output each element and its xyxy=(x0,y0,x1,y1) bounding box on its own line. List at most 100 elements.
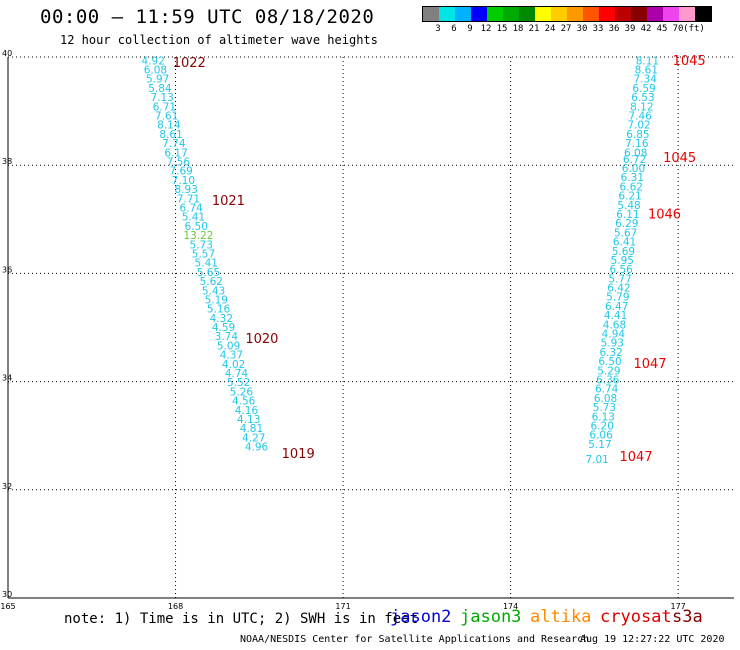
colorbar-label: 3 xyxy=(435,24,441,34)
colorbar-label: 33 xyxy=(592,24,604,34)
colorbar-label: 9 xyxy=(467,24,473,34)
swh-value: 6.50 xyxy=(185,221,208,233)
colorbar-label: 39 xyxy=(624,24,636,34)
swh-value: 5.29 xyxy=(597,365,620,377)
swh-value: 5.16 xyxy=(207,304,231,316)
colorbar-label: (ft) xyxy=(683,24,705,34)
y-tick-label: 30 xyxy=(2,590,12,599)
swh-value: 4.16 xyxy=(235,405,259,417)
swh-value: 5.57 xyxy=(192,248,215,260)
swh-value: 6.13 xyxy=(592,411,615,423)
swh-value: 7.10 xyxy=(172,175,195,187)
swh-value: 7.46 xyxy=(628,111,652,123)
swh-value: 5.73 xyxy=(593,402,616,414)
credit-line: NOAA/NESDIS Center for Satellite Applica… xyxy=(240,634,590,645)
swh-value: 5.26 xyxy=(230,386,254,398)
swh-value: 7.74 xyxy=(162,138,186,150)
swh-value: 4.68 xyxy=(603,319,626,331)
pass-number-label: 1045 xyxy=(673,54,706,69)
colorbar-label: 70 xyxy=(672,24,684,34)
colorbar-label: 27 xyxy=(560,24,572,34)
swh-value: 4.37 xyxy=(220,350,243,362)
swh-value: 6.00 xyxy=(622,163,645,175)
swh-value: 5.41 xyxy=(182,212,205,224)
swh-value: 4.32 xyxy=(210,313,233,325)
swh-value: 8.14 xyxy=(157,120,181,132)
swh-value: 7.71 xyxy=(177,193,200,205)
colorbar-swatch xyxy=(663,7,679,21)
pass-number-label: 1046 xyxy=(648,207,681,222)
swh-value: 7.02 xyxy=(627,120,650,132)
pass-number-label: 1019 xyxy=(282,447,315,462)
colorbar-label: 6 xyxy=(451,24,457,34)
swh-value: 6.71 xyxy=(153,101,176,113)
colorbar-swatch xyxy=(679,7,695,21)
swh-value: 8.11 xyxy=(636,55,659,67)
swh-value: 6.20 xyxy=(591,421,614,433)
x-tick-label: 171 xyxy=(335,602,350,611)
pass-number-label: 1022 xyxy=(173,56,206,71)
colorbar-swatch xyxy=(487,7,503,21)
swh-value: 5.97 xyxy=(146,74,169,86)
colorbar-swatch xyxy=(551,7,567,21)
pass-number-label: 1047 xyxy=(633,357,666,372)
colorbar-label: 42 xyxy=(640,24,652,34)
swh-value: 5.95 xyxy=(611,255,634,267)
swh-value: 8.93 xyxy=(174,184,197,196)
colorbar-swatches xyxy=(422,6,712,22)
colorbar-swatch xyxy=(647,7,663,21)
legend-jason2: jason2 xyxy=(390,607,452,627)
swh-value: 5.65 xyxy=(197,267,220,279)
swh-value: 6.17 xyxy=(164,147,187,159)
units-note: note: 1) Time is in UTC; 2) SWH is in fe… xyxy=(64,611,419,627)
page-title: 00:00 – 11:59 UTC 08/18/2020 xyxy=(40,6,375,28)
colorbar-swatch xyxy=(471,7,487,21)
swh-value: 6.47 xyxy=(605,301,628,313)
swh-value: 7.16 xyxy=(625,138,649,150)
legend-cryosat: cryosat xyxy=(600,607,672,627)
colorbar-swatch xyxy=(439,7,455,21)
colorbar-swatch xyxy=(567,7,583,21)
swh-value: 6.29 xyxy=(615,218,638,230)
colorbar-swatch xyxy=(615,7,631,21)
swh-value: 6.72 xyxy=(623,154,646,166)
swh-value: 6.08 xyxy=(594,393,617,405)
pass-number-label: 1020 xyxy=(245,332,278,347)
colorbar-label: 30 xyxy=(576,24,588,34)
swh-value: 6.41 xyxy=(613,237,636,249)
swh-value: 8.61 xyxy=(635,65,658,77)
colorbar-label: 15 xyxy=(496,24,508,34)
swh-value: 6.42 xyxy=(607,283,630,295)
swh-value: 7.56 xyxy=(167,156,191,168)
swh-value: 5.62 xyxy=(200,276,223,288)
swh-value: 5.48 xyxy=(617,200,640,212)
colorbar-labels: 3 6 9 12 15 18 21 24 27 30 33 36 39 42 45 70 (ft) xyxy=(422,22,712,34)
colorbar-swatch xyxy=(423,7,439,21)
legend-jason3: jason3 xyxy=(460,607,522,627)
swh-value: 6.36 xyxy=(596,375,620,387)
colorbar-swatch xyxy=(599,7,615,21)
swh-value: 5.09 xyxy=(217,340,240,352)
swh-value: 5.73 xyxy=(190,239,213,251)
swh-value: 6.74 xyxy=(595,384,619,396)
swh-value: 5.19 xyxy=(205,294,228,306)
colorbar-swatch xyxy=(695,7,711,21)
swh-value: 4.81 xyxy=(240,423,263,435)
y-tick-label: 40 xyxy=(2,49,12,58)
swh-value: 4.41 xyxy=(604,310,627,322)
x-tick-label: 177 xyxy=(671,602,686,611)
swh-value: 5.43 xyxy=(202,285,225,297)
colorbar-label: 36 xyxy=(608,24,620,34)
colorbar-swatch xyxy=(583,7,599,21)
swh-value: 5.84 xyxy=(148,83,172,95)
swh-value: 7.01 xyxy=(585,454,608,466)
swh-value: 7.61 xyxy=(155,111,178,123)
swh-value: 5.41 xyxy=(195,258,218,270)
swh-value: 6.53 xyxy=(631,92,654,104)
swh-value: 6.08 xyxy=(144,65,167,77)
swh-colorbar: 3 6 9 12 15 18 21 24 27 30 33 36 39 42 45 70 (ft) xyxy=(422,6,712,34)
colorbar-label: 12 xyxy=(480,24,492,34)
swh-value: 4.13 xyxy=(237,414,260,426)
swh-value: 4.94 xyxy=(602,329,626,341)
